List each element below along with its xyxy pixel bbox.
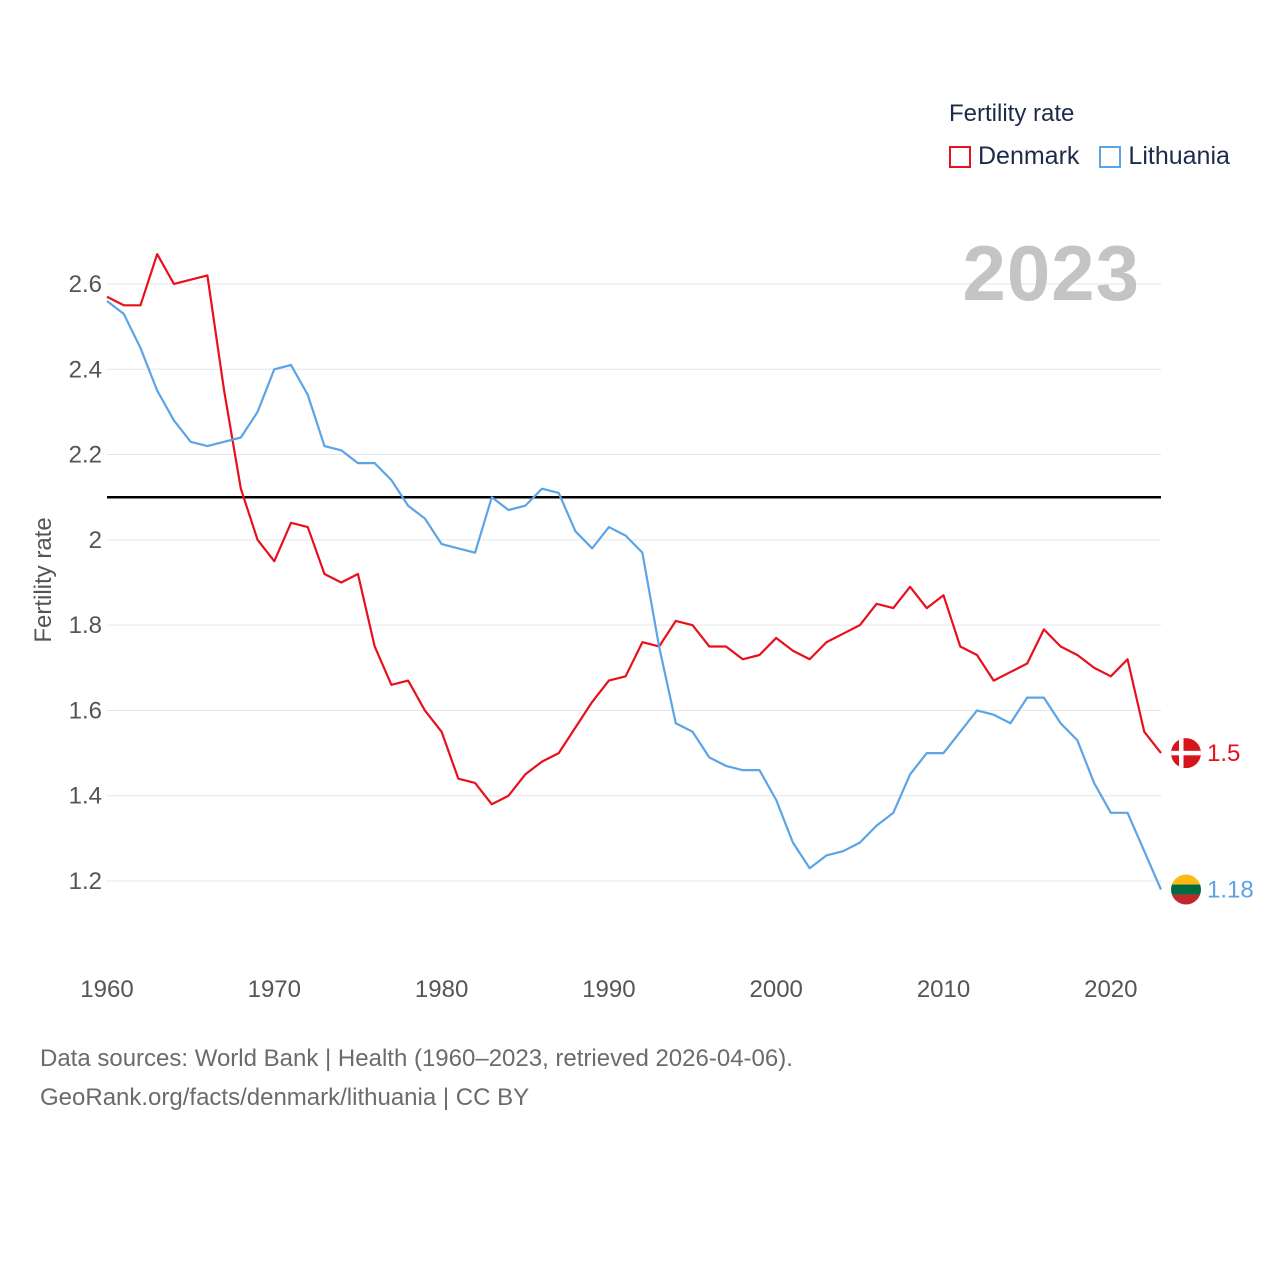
x-tick-label: 2010 [917,976,970,1003]
y-tick-label: 1.8 [69,612,102,639]
legend-item-denmark[interactable]: Denmark [949,142,1079,171]
x-tick-label: 2020 [1084,976,1137,1003]
legend: Denmark Lithuania [949,142,1250,171]
series-line-denmark [106,253,1162,806]
end-markers: 1.5 1.18 [1171,738,1254,905]
y-tick-label: 2.4 [69,356,102,383]
footer-attribution: GeoRank.org/facts/denmark/lithuania | CC… [40,1084,530,1111]
legend-swatch-lithuania [1099,145,1122,168]
series-line-lithuania [106,300,1163,890]
x-tick-label: 1970 [248,976,301,1003]
footer-sources: Data sources: World Bank | Health (1960–… [40,1045,793,1072]
flag-denmark [1171,738,1201,769]
x-tick-label: 2000 [750,976,803,1003]
legend-label-denmark: Denmark [978,142,1080,170]
y-tick-label: 2.6 [69,271,102,298]
legend-title: Fertility rate [949,100,1075,127]
x-tick-label: 1960 [80,976,133,1003]
axes: 1.2 1.4 1.6 1.8 2 2.2 2.4 2.6 1960 1970 1980 1990 20… [69,271,1138,1003]
legend-swatch-denmark [949,145,971,168]
y-tick-label: 1.2 [69,868,102,895]
y-tick-label: 2 [89,527,102,554]
flag-lithuania [1171,874,1201,905]
y-tick-label: 1.4 [69,783,102,810]
gridlines [107,283,1161,882]
end-label-lithuania: 1.18 [1207,877,1254,904]
end-label-denmark: 1.5 [1207,740,1240,767]
x-tick-label: 1980 [415,976,468,1003]
legend-label-lithuania: Lithuania [1128,142,1230,170]
y-tick-label: 2.2 [69,442,102,469]
series-lines [106,253,1163,890]
y-axis-label: Fertility rate [30,517,57,642]
x-tick-label: 1990 [582,976,635,1003]
legend-item-lithuania[interactable]: Lithuania [1099,142,1230,171]
year-badge: 2023 [962,229,1140,317]
y-tick-label: 1.6 [69,697,102,724]
